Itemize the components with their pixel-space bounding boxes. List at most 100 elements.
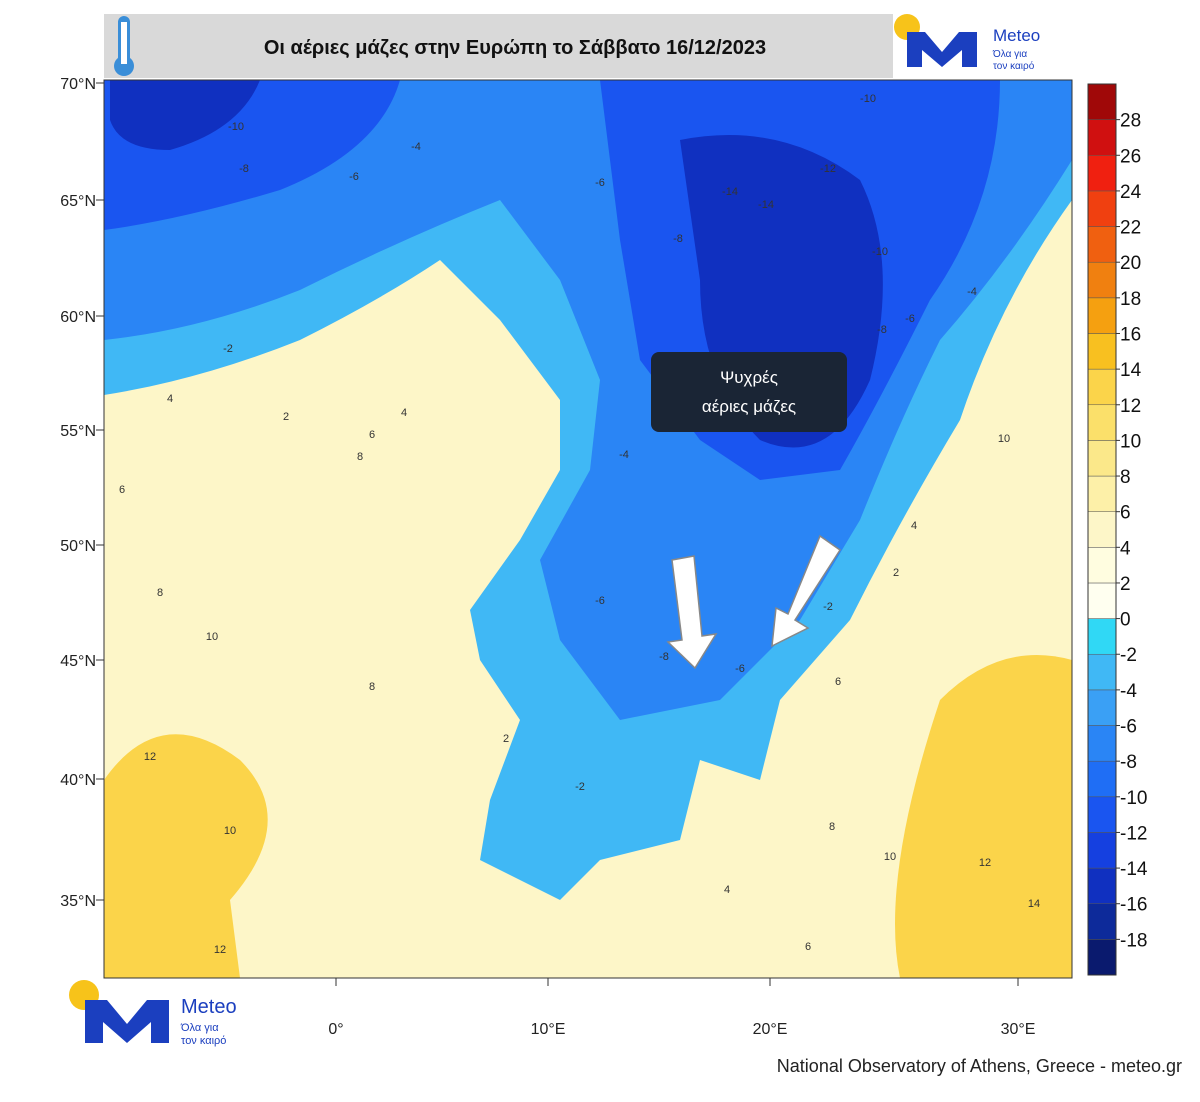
- contour-label: -4: [967, 286, 977, 298]
- annotation-text: αέριες μάζες: [702, 397, 796, 416]
- map: [104, 80, 1072, 978]
- contour-label: -8: [877, 324, 887, 336]
- colorbar-swatch: [1087, 903, 1117, 940]
- logo-tagline: Όλα για: [180, 1022, 219, 1034]
- contour-label: 10: [884, 851, 896, 863]
- colorbar-label: -8: [1120, 752, 1137, 773]
- colorbar-label: 0: [1120, 610, 1131, 631]
- contour-label: -6: [905, 313, 915, 325]
- contour-label: 12: [144, 751, 156, 763]
- contour-label: -8: [673, 233, 683, 245]
- colorbar-label: 14: [1120, 360, 1142, 381]
- colorbar-label: 4: [1120, 538, 1131, 559]
- colorbar-label: 28: [1120, 111, 1141, 132]
- contour-label: 6: [119, 484, 125, 496]
- colorbar-swatch: [1087, 261, 1117, 299]
- contour-label: -8: [239, 163, 249, 175]
- footer-credit: National Observatory of Athens, Greece -…: [777, 1056, 1182, 1076]
- contour-label: -4: [411, 141, 421, 153]
- logo-top: Meteo Όλα για τον καιρό: [894, 14, 1040, 72]
- logo-tagline: τον καιρό: [993, 60, 1035, 72]
- contour-label: -8: [659, 651, 669, 663]
- lat-label: 35°N: [60, 893, 96, 910]
- annotation-box: [651, 352, 847, 432]
- map-frame: [103, 79, 1073, 979]
- colorbar-swatch: [1087, 475, 1117, 512]
- colorbar-label: -12: [1120, 823, 1147, 844]
- colorbar-swatch: [1087, 511, 1117, 548]
- colorbar-label: -6: [1120, 717, 1137, 738]
- thermometer-icon: [114, 16, 134, 76]
- contour-label: -6: [595, 177, 605, 189]
- lon-label: 30°E: [1001, 1021, 1036, 1038]
- colorbar-label: 10: [1120, 431, 1141, 452]
- arrows: [666, 534, 842, 670]
- colorbar-label: 24: [1120, 182, 1142, 203]
- lon-label: 0°: [328, 1021, 343, 1038]
- logo-brand: Meteo: [993, 26, 1040, 45]
- contour-label: -14: [758, 199, 774, 211]
- contour-label: 10: [224, 825, 236, 837]
- lat-label: 45°N: [60, 653, 96, 670]
- colorbar-swatch: [1087, 796, 1117, 833]
- lat-label: 50°N: [60, 538, 96, 555]
- contour-label: 12: [979, 857, 991, 869]
- colorbar-swatch: [1087, 832, 1117, 869]
- contour-label: -14: [722, 186, 738, 198]
- contour-label: 10: [998, 433, 1010, 445]
- colorbar-swatch: [1087, 190, 1117, 227]
- contour-label: -12: [820, 163, 836, 175]
- colorbar-label: -2: [1120, 645, 1137, 666]
- colorbar-label: 18: [1120, 289, 1141, 310]
- contour-label: 8: [369, 681, 375, 693]
- contour-label: 8: [357, 451, 363, 463]
- colorbar-swatch: [1087, 226, 1117, 263]
- colorbar-swatch: [1087, 404, 1117, 441]
- colorbar-label: 16: [1120, 324, 1141, 345]
- contour-label: 6: [835, 676, 841, 688]
- contour-label: 4: [401, 407, 407, 419]
- colorbar-label: 22: [1120, 218, 1141, 239]
- colorbar-swatch: [1087, 119, 1117, 156]
- colorbar-swatch: [1087, 725, 1117, 762]
- contour-label: 8: [829, 821, 835, 833]
- colorbar-label: -18: [1120, 930, 1147, 951]
- lat-label: 60°N: [60, 309, 96, 326]
- colorbar-frame: [1087, 83, 1117, 976]
- contour-label: 2: [503, 733, 509, 745]
- contour-label: 6: [369, 429, 375, 441]
- contour-label: 12: [214, 944, 226, 956]
- colorbar-swatch: [1087, 760, 1117, 798]
- contour-label: 10: [206, 631, 218, 643]
- lon-label: 10°E: [531, 1021, 566, 1038]
- contour-label: -2: [223, 343, 233, 355]
- lat-label: 65°N: [60, 193, 96, 210]
- contour-label: 8: [157, 587, 163, 599]
- colorbar-swatch: [1087, 653, 1117, 691]
- colorbar-swatch: [1087, 689, 1117, 726]
- logo-tagline: Όλα για: [992, 49, 1027, 60]
- contour-label: -2: [823, 601, 833, 613]
- contour-label: 2: [893, 567, 899, 579]
- contour-label: -6: [595, 595, 605, 607]
- colorbar-swatch: [1087, 155, 1117, 192]
- contour-label: 4: [911, 520, 917, 532]
- title-bar: [104, 14, 893, 78]
- colorbar-label: 6: [1120, 503, 1131, 524]
- lat-label: 55°N: [60, 423, 96, 440]
- contour-label: -6: [735, 663, 745, 675]
- annotation-text: Ψυχρές: [720, 368, 778, 387]
- colorbar-swatch: [1087, 582, 1117, 619]
- colorbar-label: 12: [1120, 396, 1141, 417]
- contour-label: -2: [575, 781, 585, 793]
- colorbar-swatch: [1087, 939, 1117, 976]
- colorbar-label: 8: [1120, 467, 1131, 488]
- lon-label: 20°E: [753, 1021, 788, 1038]
- colorbar-swatch: [1087, 547, 1117, 584]
- contour-label: 2: [283, 411, 289, 423]
- contour-label: -10: [860, 93, 876, 105]
- colorbar-label: -16: [1120, 895, 1147, 916]
- lat-label: 40°N: [60, 772, 96, 789]
- colorbar-label: 2: [1120, 574, 1131, 595]
